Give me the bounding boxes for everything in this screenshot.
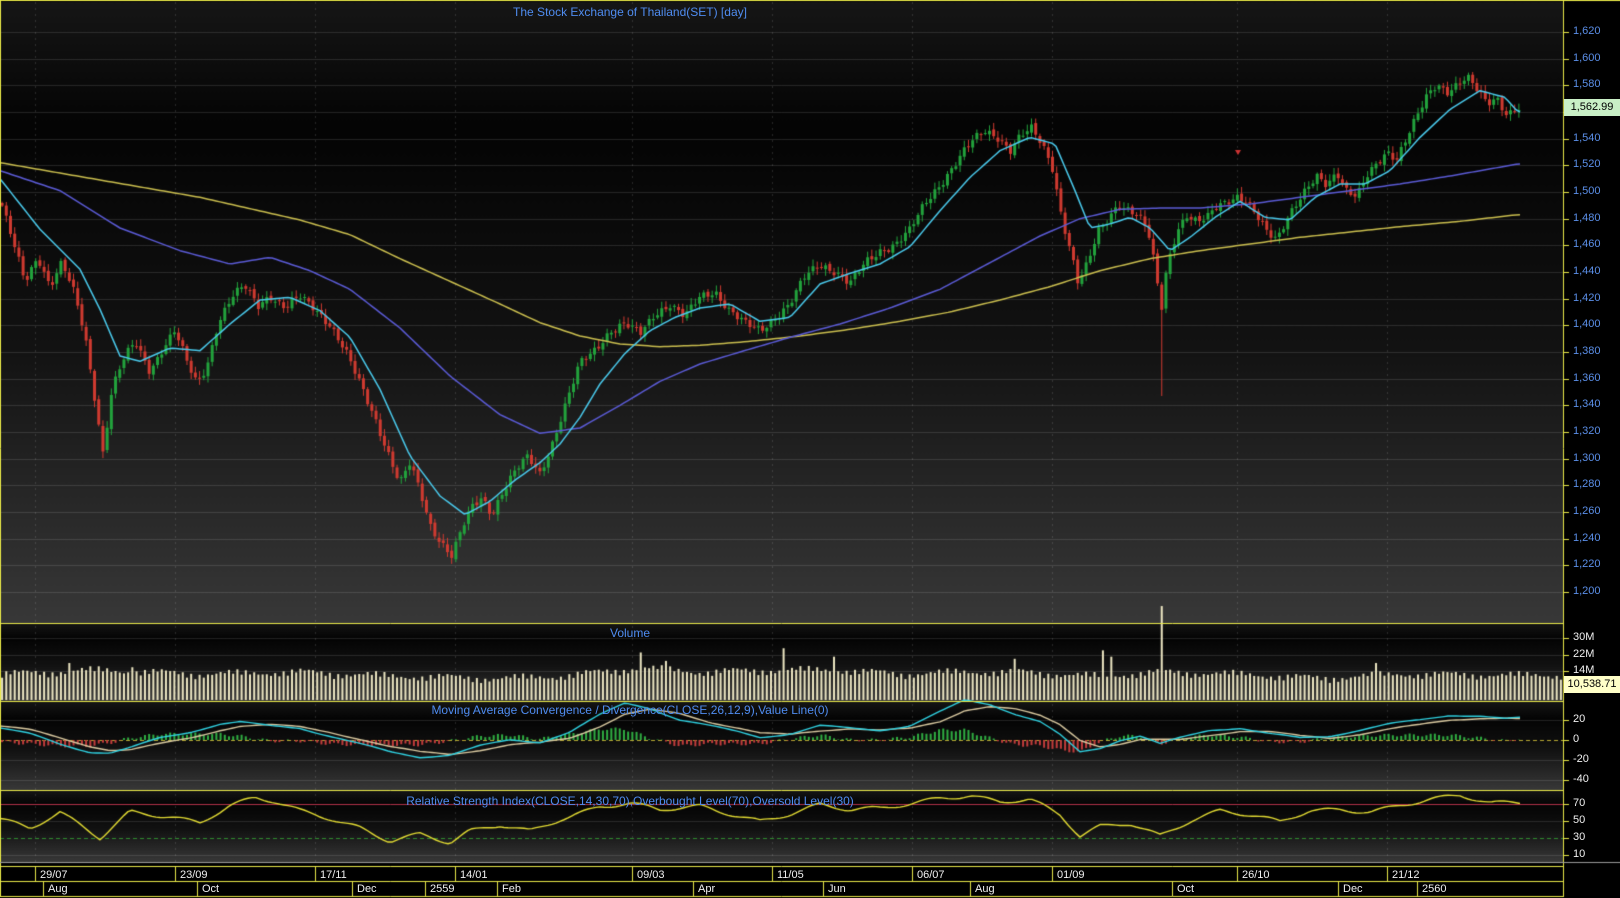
last-volume-badge: 10,538.71 bbox=[1564, 676, 1620, 693]
rsi-panel-label: Relative Strength Index(CLOSE,14,30,70),… bbox=[406, 794, 854, 808]
price-tick-label: 1,520 bbox=[1573, 158, 1601, 171]
rsi-tick-label: 30 bbox=[1573, 831, 1586, 843]
price-tick-label: 1,460 bbox=[1573, 238, 1601, 251]
month-label: Oct bbox=[202, 883, 220, 895]
month-label: Aug bbox=[975, 883, 995, 895]
month-label: Dec bbox=[357, 883, 377, 895]
price-tick-label: 1,580 bbox=[1573, 78, 1601, 91]
volume-tick-label: 30M bbox=[1573, 630, 1595, 643]
month-label: Apr bbox=[698, 883, 716, 895]
week-label: 21/12 bbox=[1392, 869, 1420, 881]
week-label: 09/03 bbox=[637, 869, 665, 881]
macd-tick-label: 0 bbox=[1573, 733, 1580, 745]
week-label: 23/09 bbox=[180, 869, 208, 881]
price-tick-label: 1,440 bbox=[1573, 264, 1601, 277]
price-tick-label: 1,200 bbox=[1573, 584, 1601, 597]
price-tick-label: 1,400 bbox=[1573, 318, 1601, 331]
price-tick-label: 1,480 bbox=[1573, 211, 1601, 224]
price-tick-label: 1,540 bbox=[1573, 131, 1601, 144]
price-tick-label: 1,300 bbox=[1573, 451, 1601, 464]
week-label: 11/05 bbox=[777, 869, 804, 881]
volume-tick-label: 14M bbox=[1573, 664, 1595, 677]
macd-panel-label: Moving Average Convergence / Divergence(… bbox=[431, 703, 829, 717]
price-tick-label: 1,420 bbox=[1573, 291, 1601, 304]
month-label: Feb bbox=[502, 883, 521, 895]
week-label: 06/07 bbox=[917, 869, 945, 881]
price-tick-label: 1,280 bbox=[1573, 478, 1601, 491]
month-label: 2559 bbox=[430, 883, 455, 895]
volume-panel-label: Volume bbox=[609, 626, 651, 640]
rsi-tick-label: 70 bbox=[1573, 797, 1586, 809]
macd-tick-label: -40 bbox=[1573, 773, 1589, 785]
month-label: Dec bbox=[1343, 883, 1363, 895]
price-tick-label: 1,260 bbox=[1573, 504, 1601, 517]
month-label: Aug bbox=[48, 883, 68, 895]
chart-title: The Stock Exchange of Thailand(SET) [day… bbox=[513, 5, 747, 19]
price-tick-label: 1,620 bbox=[1573, 25, 1601, 37]
rsi-tick-label: 50 bbox=[1573, 814, 1586, 826]
price-tick-label: 1,320 bbox=[1573, 424, 1601, 437]
price-tick-label: 1,600 bbox=[1573, 51, 1601, 64]
price-tick-label: 1,500 bbox=[1573, 184, 1601, 197]
rsi-tick-label: 10 bbox=[1573, 848, 1586, 860]
macd-tick-label: -20 bbox=[1573, 753, 1589, 765]
month-label: Jun bbox=[828, 883, 846, 895]
price-tick-label: 1,340 bbox=[1573, 398, 1601, 411]
macd-tick-label: 20 bbox=[1573, 713, 1586, 725]
last-price-badge: 1,562.99 bbox=[1564, 99, 1620, 116]
volume-tick-label: 22M bbox=[1573, 647, 1595, 660]
week-label: 14/01 bbox=[460, 869, 488, 881]
week-label: 17/11 bbox=[320, 869, 347, 881]
month-label: Oct bbox=[1177, 883, 1195, 895]
week-label: 01/09 bbox=[1057, 869, 1085, 881]
price-tick-label: 1,360 bbox=[1573, 371, 1601, 384]
price-tick-label: 1,240 bbox=[1573, 531, 1601, 544]
week-label: 29/07 bbox=[40, 869, 68, 881]
price-tick-label: 1,220 bbox=[1573, 558, 1601, 571]
week-label: 26/10 bbox=[1242, 869, 1270, 881]
price-tick-label: 1,380 bbox=[1573, 344, 1601, 357]
month-label: 2560 bbox=[1422, 883, 1447, 895]
